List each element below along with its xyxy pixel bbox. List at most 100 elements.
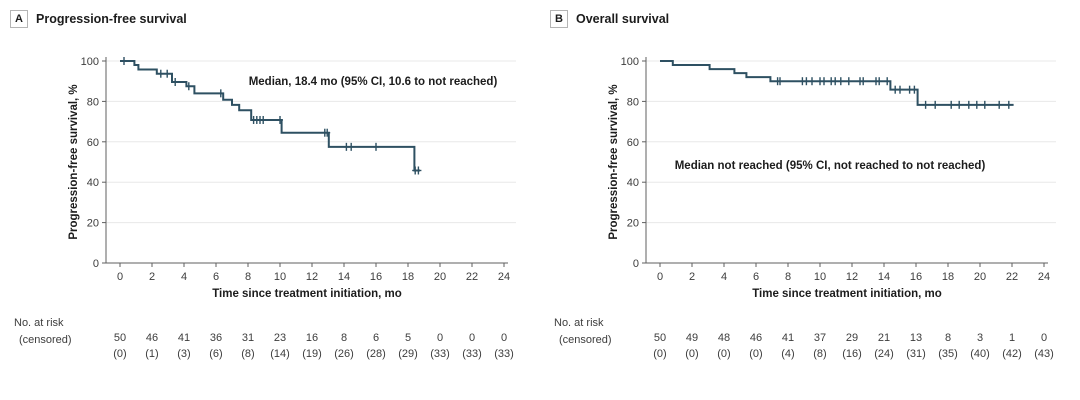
x-tick-label: 4 [721, 271, 727, 283]
at-risk-value: 46 [750, 332, 762, 344]
at-risk-value: 0 [437, 332, 443, 344]
panel-a-label-box: A [10, 10, 28, 28]
y-axis-label: Progression-free survival, % [68, 84, 80, 239]
x-tick-label: 4 [181, 271, 187, 283]
risk-table: No. at risk(censored) 50(0)46(1)41(3)36(6… [14, 317, 514, 360]
x-tick-label: 12 [846, 271, 858, 283]
risk-table-label-line2: (censored) [19, 334, 72, 346]
y-tick-label: 20 [627, 218, 639, 230]
x-tick-label: 24 [498, 271, 510, 283]
y-tick-label: 0 [633, 258, 639, 270]
censored-value: (3) [177, 348, 190, 360]
x-tick-label: 24 [1038, 271, 1050, 283]
x-axis-label: Time since treatment initiation, mo [752, 288, 942, 300]
at-risk-value: 21 [878, 332, 890, 344]
censored-value: (33) [462, 348, 482, 360]
x-tick-label: 0 [117, 271, 123, 283]
km-curve [660, 60, 1014, 106]
x-tick-label: 2 [149, 271, 155, 283]
at-risk-value: 0 [469, 332, 475, 344]
x-tick-label: 20 [974, 271, 986, 283]
censored-value: (26) [334, 348, 354, 360]
gridlines [106, 60, 516, 224]
risk-table-label-line1: No. at risk [554, 317, 604, 329]
at-risk-value: 37 [814, 332, 826, 344]
censored-value: (19) [302, 348, 322, 360]
x-tick-label: 18 [402, 271, 414, 283]
gridlines [646, 60, 1056, 224]
censor-ticks [121, 57, 422, 175]
at-risk-value: 6 [373, 332, 379, 344]
censored-value: (43) [1034, 348, 1054, 360]
x-tick-label: 10 [814, 271, 826, 283]
x-tick-label: 18 [942, 271, 954, 283]
censored-value: (4) [781, 348, 794, 360]
x-tick-label: 0 [657, 271, 663, 283]
y-tick-label: 40 [87, 177, 99, 189]
panel-a-title: Progression-free survival [36, 12, 187, 26]
panel-a-header: A Progression-free survival [10, 10, 187, 28]
risk-table-label-line2: (censored) [559, 334, 612, 346]
risk-table-label-line1: No. at risk [14, 317, 64, 329]
y-tick-label: 40 [627, 177, 639, 189]
at-risk-value: 36 [210, 332, 222, 344]
censored-value: (0) [717, 348, 730, 360]
y-tick-label: 60 [87, 137, 99, 149]
censor-ticks [774, 77, 1012, 109]
censored-value: (14) [270, 348, 290, 360]
x-tick-label: 16 [370, 271, 382, 283]
censored-value: (8) [813, 348, 826, 360]
y-tick-label: 60 [627, 137, 639, 149]
at-risk-value: 41 [178, 332, 190, 344]
censored-value: (0) [653, 348, 666, 360]
at-risk-value: 46 [146, 332, 158, 344]
x-tick-label: 16 [910, 271, 922, 283]
x-tick-label: 6 [753, 271, 759, 283]
censored-value: (0) [113, 348, 126, 360]
panel-b: B Overall survival 0 20 40 60 80 100 0 2 4 6 8 10 12… [540, 0, 1080, 400]
x-tick-label: 8 [245, 271, 251, 283]
panel-b-title: Overall survival [576, 12, 670, 26]
median-annotation: Median, 18.4 mo (95% CI, 10.6 to not rea… [249, 76, 498, 88]
at-risk-value: 50 [654, 332, 666, 344]
y-tick-label: 0 [93, 258, 99, 270]
censored-value: (31) [906, 348, 926, 360]
x-axis-label: Time since treatment initiation, mo [212, 288, 402, 300]
censored-value: (35) [938, 348, 958, 360]
y-tick-label: 20 [87, 218, 99, 230]
x-tick-label: 6 [213, 271, 219, 283]
at-risk-value: 0 [1041, 332, 1047, 344]
at-risk-value: 1 [1009, 332, 1015, 344]
censored-value: (33) [494, 348, 514, 360]
censored-value: (28) [366, 348, 386, 360]
censored-value: (16) [842, 348, 862, 360]
at-risk-value: 49 [686, 332, 698, 344]
at-risk-value: 48 [718, 332, 730, 344]
at-risk-value: 3 [977, 332, 983, 344]
censored-value: (6) [209, 348, 222, 360]
median-annotation: Median not reached (95% CI, not reached … [675, 160, 986, 172]
censored-value: (29) [398, 348, 418, 360]
x-tick-label: 20 [434, 271, 446, 283]
x-tick-label: 14 [338, 271, 350, 283]
x-tick-label: 12 [306, 271, 318, 283]
at-risk-value: 0 [501, 332, 507, 344]
x-tick-label: 14 [878, 271, 890, 283]
at-risk-value: 16 [306, 332, 318, 344]
x-tick-label: 10 [274, 271, 286, 283]
y-tick-label: 80 [627, 96, 639, 108]
censored-value: (0) [749, 348, 762, 360]
at-risk-value: 41 [782, 332, 794, 344]
at-risk-value: 23 [274, 332, 286, 344]
censored-value: (1) [145, 348, 158, 360]
x-tick-label: 8 [785, 271, 791, 283]
panel-b-label-box: B [550, 10, 568, 28]
censored-value: (8) [241, 348, 254, 360]
censored-value: (33) [430, 348, 450, 360]
panel-a: A Progression-free survival 0 20 40 60 80 100… [10, 10, 516, 360]
at-risk-value: 8 [945, 332, 951, 344]
at-risk-value: 29 [846, 332, 858, 344]
